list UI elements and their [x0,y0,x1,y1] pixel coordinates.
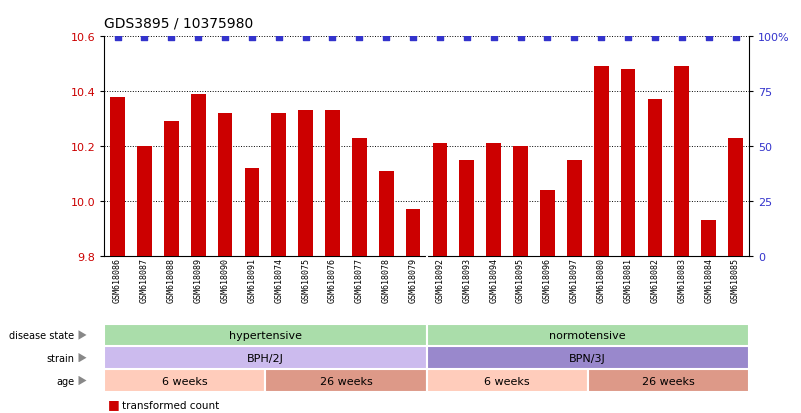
Bar [272,114,286,256]
Point [675,35,688,42]
Bar [433,144,447,256]
Text: GSM618093: GSM618093 [462,257,471,302]
Point [461,35,473,42]
Text: GSM618095: GSM618095 [516,257,525,302]
Polygon shape [78,353,87,363]
Point [433,35,446,42]
FancyBboxPatch shape [104,324,427,347]
Text: 26 weeks: 26 weeks [642,375,694,386]
Text: transformed count: transformed count [122,400,219,410]
Point [702,35,715,42]
Point [111,35,124,42]
Bar [191,95,206,256]
Bar [674,67,689,256]
Text: 26 weeks: 26 weeks [320,375,372,386]
Point [245,35,258,42]
Point [272,35,285,42]
FancyBboxPatch shape [588,369,749,392]
Text: GSM618077: GSM618077 [355,257,364,302]
Bar [486,144,501,256]
Point [326,35,339,42]
Bar [164,122,179,256]
Text: strain: strain [46,353,74,363]
Bar [244,169,260,256]
Point [165,35,178,42]
Bar [352,138,367,256]
Point [353,35,366,42]
Bar [379,171,393,256]
Point [487,35,500,42]
Bar [298,111,313,256]
Text: GDS3895 / 10375980: GDS3895 / 10375980 [104,17,253,31]
Bar [325,111,340,256]
Point [138,35,151,42]
Text: GSM618082: GSM618082 [650,257,659,302]
FancyBboxPatch shape [427,324,749,347]
Text: GSM618083: GSM618083 [678,257,686,302]
Text: GSM618088: GSM618088 [167,257,175,302]
Text: GSM618091: GSM618091 [248,257,256,302]
Bar [621,70,635,256]
FancyBboxPatch shape [104,369,265,392]
Text: 6 weeks: 6 weeks [162,375,207,386]
Text: BPH/2J: BPH/2J [247,353,284,363]
Text: GSM618096: GSM618096 [543,257,552,302]
Bar [728,138,743,256]
Point [514,35,527,42]
Text: GSM618074: GSM618074 [274,257,284,302]
Text: BPN/3J: BPN/3J [570,353,606,363]
Bar [513,147,528,256]
Bar [701,221,716,256]
Text: ■: ■ [108,409,120,413]
Text: GSM618087: GSM618087 [140,257,149,302]
Bar [567,160,582,256]
Bar [540,190,555,256]
Text: GSM618094: GSM618094 [489,257,498,302]
Text: hypertensive: hypertensive [229,330,302,340]
Text: GSM618085: GSM618085 [731,257,740,302]
Point [380,35,392,42]
Text: GSM618089: GSM618089 [194,257,203,302]
Text: GSM618092: GSM618092 [436,257,445,302]
Point [300,35,312,42]
Text: GSM618097: GSM618097 [570,257,579,302]
Point [595,35,608,42]
Point [729,35,742,42]
Bar [111,97,125,256]
Bar [406,209,421,256]
Text: ■: ■ [108,397,120,410]
Text: GSM618090: GSM618090 [220,257,230,302]
Bar [647,100,662,256]
FancyBboxPatch shape [104,347,427,369]
FancyBboxPatch shape [265,369,427,392]
Text: GSM618081: GSM618081 [623,257,633,302]
Point [541,35,553,42]
Point [191,35,204,42]
Point [568,35,581,42]
Text: GSM618080: GSM618080 [597,257,606,302]
Text: age: age [56,375,74,386]
FancyBboxPatch shape [427,369,588,392]
Text: GSM618076: GSM618076 [328,257,337,302]
Polygon shape [78,330,87,340]
Text: GSM618075: GSM618075 [301,257,310,302]
Point [649,35,662,42]
Point [622,35,634,42]
Point [219,35,231,42]
FancyBboxPatch shape [427,347,749,369]
Text: disease state: disease state [10,330,74,340]
Bar [594,67,609,256]
Polygon shape [78,376,87,385]
Text: normotensive: normotensive [549,330,626,340]
Bar [460,160,474,256]
Text: GSM618078: GSM618078 [382,257,391,302]
Bar [137,147,152,256]
Point [407,35,420,42]
Text: 6 weeks: 6 weeks [485,375,530,386]
Text: GSM618084: GSM618084 [704,257,713,302]
Text: GSM618079: GSM618079 [409,257,417,302]
Bar [218,114,232,256]
Text: GSM618086: GSM618086 [113,257,122,302]
